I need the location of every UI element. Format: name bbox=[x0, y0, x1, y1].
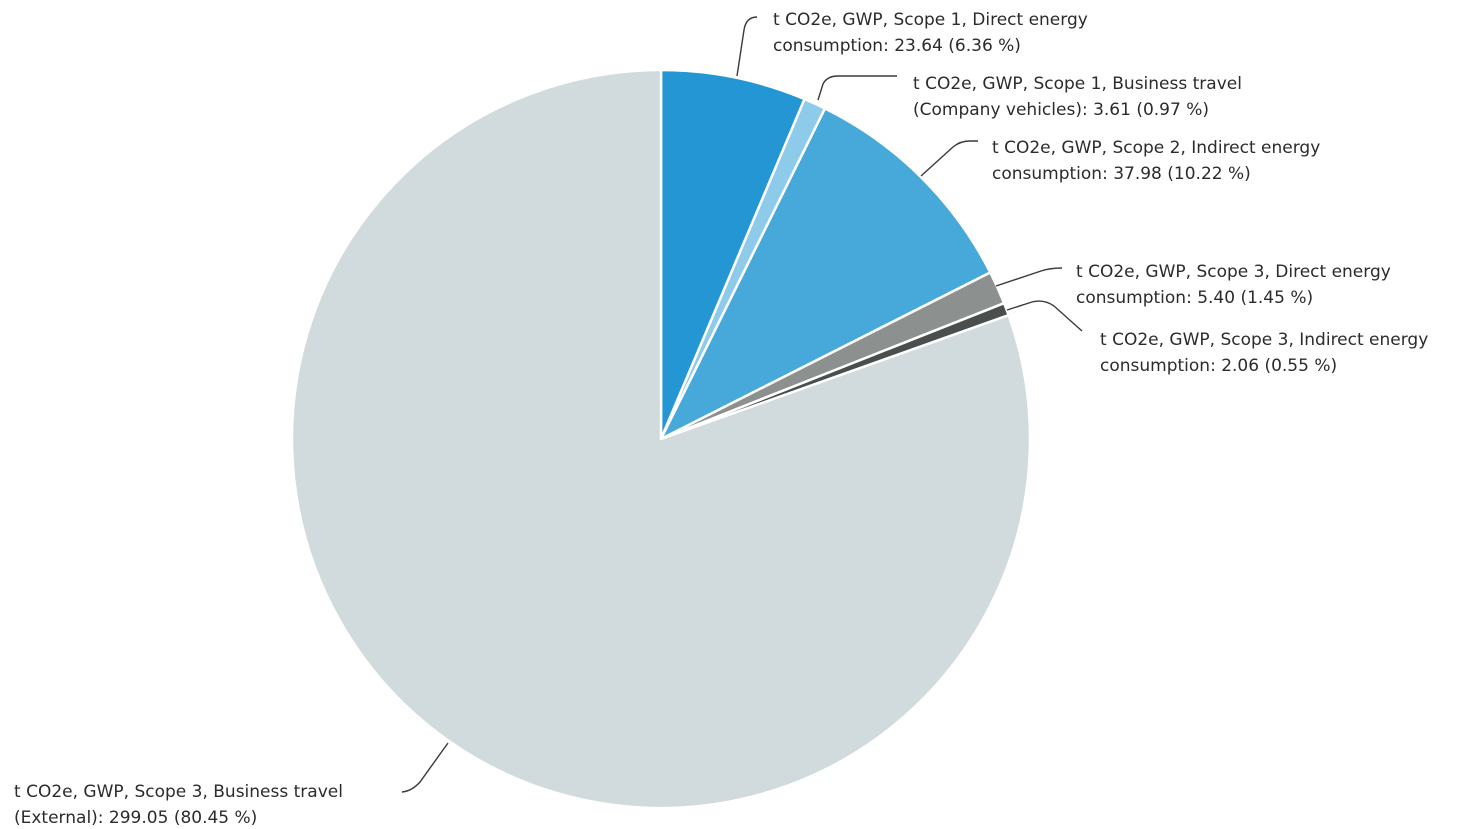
slice-label-line: t CO2e, GWP, Scope 3, Indirect energy bbox=[1100, 330, 1428, 350]
slice-label-line: t CO2e, GWP, Scope 2, Indirect energy bbox=[992, 138, 1320, 158]
leader-line-scope2-indirect-energy bbox=[920, 140, 978, 177]
leader-lines bbox=[401, 16, 1083, 793]
slice-label-line: t CO2e, GWP, Scope 1, Direct energy bbox=[773, 10, 1088, 30]
slice-label-line: t CO2e, GWP, Scope 3, Business travel bbox=[14, 782, 343, 802]
slice-label-scope3-business-travel: t CO2e, GWP, Scope 3, Business travel (E… bbox=[14, 782, 348, 828]
slice-scope2-indirect-energy bbox=[659, 107, 992, 441]
slice-scope1-direct-energy bbox=[659, 68, 806, 441]
slice-label-line: t CO2e, GWP, Scope 3, Direct energy bbox=[1076, 262, 1391, 282]
slice-label-line: consumption: 37.98 (10.22 %) bbox=[992, 164, 1251, 184]
leader-line-scope3-indirect-energy bbox=[1006, 300, 1083, 332]
leader-line-scope1-business-travel bbox=[817, 75, 897, 101]
slice-label-scope1-direct-energy: t CO2e, GWP, Scope 1, Direct energy cons… bbox=[773, 10, 1093, 56]
slice-label-line: (External): 299.05 (80.45 %) bbox=[14, 808, 257, 828]
slice-label-scope1-business-travel: t CO2e, GWP, Scope 1, Business travel (C… bbox=[913, 74, 1247, 120]
slice-label-line: consumption: 2.06 (0.55 %) bbox=[1100, 356, 1337, 376]
slice-scope3-business-travel bbox=[290, 68, 1032, 810]
leader-line-scope3-direct-energy bbox=[995, 267, 1063, 287]
pie-slices bbox=[290, 68, 1032, 810]
slice-label-line: (Company vehicles): 3.61 (0.97 %) bbox=[913, 100, 1209, 120]
leader-line-scope3-business-travel bbox=[401, 742, 449, 793]
slice-label-line: t CO2e, GWP, Scope 1, Business travel bbox=[913, 74, 1242, 94]
slice-label-line: consumption: 5.40 (1.45 %) bbox=[1076, 288, 1313, 308]
slice-label-line: consumption: 23.64 (6.36 %) bbox=[773, 36, 1021, 56]
slice-labels: t CO2e, GWP, Scope 1, Direct energy cons… bbox=[14, 10, 1434, 828]
slice-label-scope3-direct-energy: t CO2e, GWP, Scope 3, Direct energy cons… bbox=[1076, 262, 1396, 308]
slice-label-scope2-indirect-energy: t CO2e, GWP, Scope 2, Indirect energy co… bbox=[992, 138, 1326, 184]
leader-line-scope1-direct-energy bbox=[736, 16, 758, 77]
slice-label-scope3-indirect-energy: t CO2e, GWP, Scope 3, Indirect energy co… bbox=[1100, 330, 1434, 376]
